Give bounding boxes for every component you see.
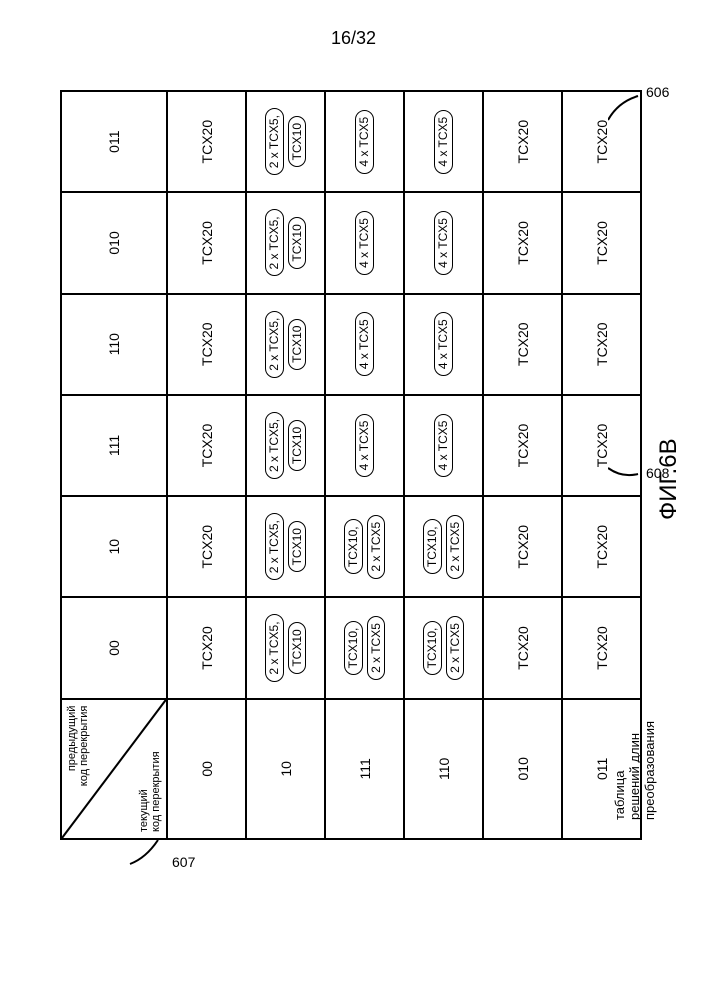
cell-pill: TCX10 (288, 420, 306, 471)
table-row: 00TCX20TCX20TCX20TCX20TCX20TCX20 (167, 91, 246, 839)
cell-pill: TCX10 (288, 622, 306, 673)
table-cell: TCX10, 2 x TCX5 (325, 597, 404, 698)
table-cell: 4 x TCX5 (325, 91, 404, 192)
table-cell: TCX20 (562, 496, 641, 597)
ref-606: 606 (646, 84, 669, 100)
table-cell: TCX10, 2 x TCX5 (404, 597, 483, 698)
table-cell: 4 x TCX5 (325, 192, 404, 293)
header-row: предыдущийкод перекрытия текущийкод пере… (61, 91, 167, 839)
cell-pill: TCX10, (423, 519, 441, 574)
table-cell: TCX20 (483, 597, 562, 698)
table-caption: таблица решений длин преобразования (612, 721, 657, 820)
cell-pill: 2 x TCX5, (265, 209, 283, 276)
page-number: 16/32 (0, 0, 707, 49)
table-cell: TCX20 (483, 91, 562, 192)
table-cell: 4 x TCX5 (404, 294, 483, 395)
ref-607: 607 (172, 854, 195, 870)
table-row: 010TCX20TCX20TCX20TCX20TCX20TCX20 (483, 91, 562, 839)
row-header: 00 (167, 699, 246, 839)
table-cell: 2 x TCX5, TCX10 (246, 294, 325, 395)
cell-pill: 4 x TCX5 (434, 312, 452, 376)
cell-pill: 4 x TCX5 (355, 211, 373, 275)
rotated-table-wrapper: предыдущийкод перекрытия текущийкод пере… (60, 90, 600, 840)
cell-pill: TCX10 (288, 521, 306, 572)
row-header: 110 (404, 699, 483, 839)
table-cell: TCX20 (167, 496, 246, 597)
row-header: 010 (483, 699, 562, 839)
leader-606 (608, 92, 648, 122)
cell-pill: TCX10 (288, 217, 306, 268)
table-cell: 4 x TCX5 (404, 91, 483, 192)
table-cell: TCX20 (483, 496, 562, 597)
table-cell: 2 x TCX5, TCX10 (246, 597, 325, 698)
table-cell: TCX20 (167, 192, 246, 293)
cell-pill: 2 x TCX5, (265, 311, 283, 378)
cell-pill: TCX10, (344, 621, 362, 676)
col-header: 10 (61, 496, 167, 597)
cell-pill: 4 x TCX5 (434, 414, 452, 478)
leader-607 (128, 840, 168, 870)
cell-pill: 2 x TCX5, (265, 513, 283, 580)
cell-pill: 4 x TCX5 (355, 312, 373, 376)
table-cell: TCX20 (562, 294, 641, 395)
table-cell: 2 x TCX5, TCX10 (246, 496, 325, 597)
table-cell: TCX20 (483, 395, 562, 496)
figure-label: ФИГ.6В (655, 438, 683, 520)
corner-cell: предыдущийкод перекрытия текущийкод пере… (61, 699, 167, 839)
cell-pill: 2 x TCX5 (446, 616, 464, 680)
curr-code-label: текущийкод перекрытия (138, 751, 162, 832)
table-cell: TCX20 (167, 294, 246, 395)
table-cell: TCX20 (562, 597, 641, 698)
cell-pill: 2 x TCX5, (265, 614, 283, 681)
table-cell: TCX10, 2 x TCX5 (325, 496, 404, 597)
col-header: 00 (61, 597, 167, 698)
col-header: 011 (61, 91, 167, 192)
table-row: 111 TCX10, 2 x TCX5 TCX10, 2 x TCX5 4 x TCX5 4… (325, 91, 404, 839)
table-cell: 4 x TCX5 (325, 294, 404, 395)
row-header: 111 (325, 699, 404, 839)
cell-pill: TCX10, (423, 621, 441, 676)
table-cell: 2 x TCX5, TCX10 (246, 192, 325, 293)
table-row: 10 2 x TCX5, TCX10 2 x TCX5, TCX10 2 x TCX5, T… (246, 91, 325, 839)
table-cell: TCX20 (483, 294, 562, 395)
col-header: 010 (61, 192, 167, 293)
leader-608 (608, 460, 648, 490)
prev-code-label: предыдущийкод перекрытия (66, 706, 90, 787)
cell-pill: 4 x TCX5 (355, 110, 373, 174)
cell-pill: TCX10, (344, 519, 362, 574)
figure-area: предыдущийкод перекрытия текущийкод пере… (60, 90, 650, 890)
cell-pill: 2 x TCX5 (446, 515, 464, 579)
table-cell: TCX20 (483, 192, 562, 293)
table-row: 110 TCX10, 2 x TCX5 TCX10, 2 x TCX5 4 x TCX5 4… (404, 91, 483, 839)
decision-table: предыдущийкод перекрытия текущийкод пере… (60, 90, 642, 840)
table-cell: TCX10, 2 x TCX5 (404, 496, 483, 597)
table-cell: TCX20 (167, 91, 246, 192)
table-cell: 4 x TCX5 (325, 395, 404, 496)
row-header: 10 (246, 699, 325, 839)
col-header: 111 (61, 395, 167, 496)
cell-pill: 2 x TCX5 (367, 515, 385, 579)
cell-pill: 2 x TCX5 (367, 616, 385, 680)
table-cell: 2 x TCX5, TCX10 (246, 91, 325, 192)
cell-pill: 4 x TCX5 (434, 211, 452, 275)
cell-pill: TCX10 (288, 319, 306, 370)
cell-pill: 2 x TCX5, (265, 108, 283, 175)
cell-pill: 4 x TCX5 (434, 110, 452, 174)
cell-pill: 4 x TCX5 (355, 414, 373, 478)
table-cell: 2 x TCX5, TCX10 (246, 395, 325, 496)
table-cell: TCX20 (562, 192, 641, 293)
table-cell: TCX20 (167, 395, 246, 496)
table-cell: 4 x TCX5 (404, 192, 483, 293)
cell-pill: 2 x TCX5, (265, 412, 283, 479)
cell-pill: TCX10 (288, 116, 306, 167)
table-cell: TCX20 (167, 597, 246, 698)
table-cell: 4 x TCX5 (404, 395, 483, 496)
col-header: 110 (61, 294, 167, 395)
